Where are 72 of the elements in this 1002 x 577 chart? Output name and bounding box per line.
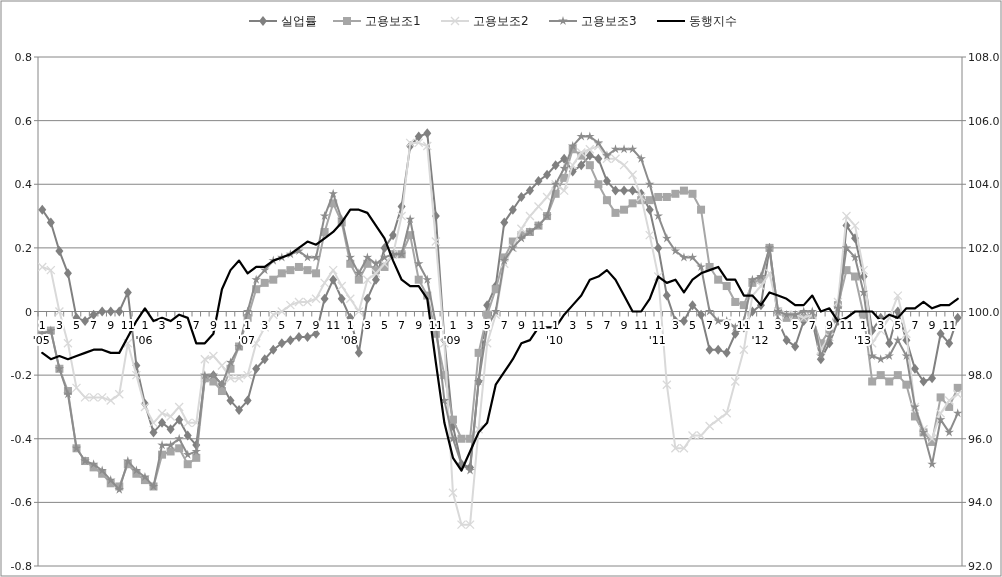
y2-tick-label: 92.0 (968, 560, 993, 573)
x-tick-label: 9 (517, 318, 525, 332)
legend-label: 고용보조2 (473, 14, 529, 28)
x-tick-label: 7 (295, 318, 303, 332)
x-tick-label: 3 (877, 318, 885, 332)
y2-tick-label: 98.0 (968, 369, 993, 383)
x-tick-label: 7 (603, 318, 611, 332)
x-tick-label: 11 (326, 318, 341, 332)
x-tick-label: 5 (278, 318, 286, 332)
y2-tick-label: 96.0 (968, 432, 993, 446)
x-tick-label: 3 (466, 318, 474, 332)
x-tick-label: 3 (55, 318, 63, 332)
x-tick-label: 7 (706, 318, 714, 332)
x-tick-label: 3 (363, 318, 371, 332)
y-tick-label: 0.8 (14, 51, 32, 64)
x-tick-label: 3 (158, 318, 166, 332)
x-tick-label: 11 (120, 318, 135, 332)
legend-label: 고용보조3 (581, 14, 637, 28)
x-tick-label: 7 (192, 318, 200, 332)
y2-tick-label: 106.0 (968, 114, 1000, 128)
x-tick-label: 1 '06 (135, 318, 153, 347)
x-tick-label: 5 (175, 318, 183, 332)
x-tick-label: 9 (312, 318, 320, 332)
x-tick-label: 7 (911, 318, 919, 332)
x-tick-label: 9 (723, 318, 731, 332)
x-tick-label: 9 (620, 318, 628, 332)
x-tick-label: 1 '12 (751, 318, 769, 347)
x-tick-label: 9 (107, 318, 115, 332)
x-tick-label: 7 (90, 318, 98, 332)
x-tick-label: 3 (569, 318, 577, 332)
legend-label: 실업률 (281, 14, 317, 28)
x-tick-label: 1 '11 (648, 318, 666, 347)
x-tick-label: 1 '10 (546, 318, 564, 347)
y2-tick-label: 94.0 (968, 496, 993, 510)
x-tick-label: 9 (928, 318, 936, 332)
x-tick-label: 5 (586, 318, 594, 332)
y2-tick-label: 100.0 (968, 305, 1000, 319)
x-tick-label: 7 (808, 318, 816, 332)
y-tick-label: -0.2 (10, 369, 32, 383)
legend-label: 고용보조1 (365, 14, 421, 28)
y-tick-label: -0.6 (10, 496, 32, 510)
x-tick-label: 1 '09 (443, 318, 461, 347)
y2-tick-label: 102.0 (968, 241, 1000, 255)
x-tick-label: 5 (894, 318, 902, 332)
x-tick-label: 1 '08 (340, 318, 358, 347)
x-tick-label: 1 '13 (854, 318, 872, 347)
x-tick-label: 1 '05 (32, 318, 50, 347)
y2-tick-label: 104.0 (968, 178, 1000, 192)
legend-label: 동행지수 (689, 14, 737, 28)
y-tick-label: -0.8 (10, 560, 32, 573)
y2-tick-label: 108.0 (968, 51, 1000, 64)
y-tick-label: 0.2 (14, 241, 32, 255)
x-tick-label: 9 (825, 318, 833, 332)
x-tick-label: 11 (839, 318, 854, 332)
x-tick-label: 5 (483, 318, 491, 332)
x-tick-label: 5 (689, 318, 696, 332)
x-tick-label: 5 (381, 318, 388, 332)
x-tick-label: 1 '07 (238, 318, 256, 347)
x-tick-label: 5 (791, 318, 799, 332)
y-tick-label: 0.6 (14, 114, 32, 128)
x-tick-label: 3 (261, 318, 269, 332)
y-tick-label: 0.4 (14, 178, 32, 192)
x-tick-label: 9 (415, 318, 423, 332)
x-tick-label: 11 (634, 318, 649, 332)
y-tick-label: -0.4 (10, 432, 32, 446)
y-tick-label: 0 (25, 305, 32, 319)
x-tick-label: 11 (223, 318, 238, 332)
x-tick-label: 3 (671, 318, 679, 332)
x-tick-label: 5 (73, 318, 80, 332)
x-tick-label: 7 (500, 318, 508, 332)
x-tick-label: 11 (942, 318, 957, 332)
x-tick-label: 7 (398, 318, 406, 332)
